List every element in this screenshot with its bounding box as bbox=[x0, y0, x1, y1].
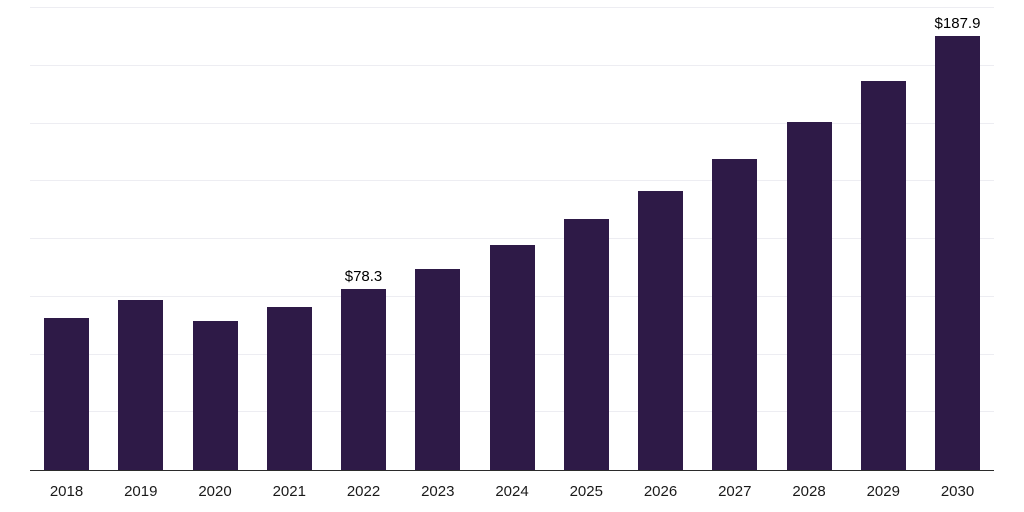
x-tick-2021: 2021 bbox=[272, 482, 306, 500]
gridline bbox=[30, 180, 994, 182]
x-tick-2030: 2030 bbox=[940, 482, 975, 500]
bar-2018 bbox=[44, 317, 89, 470]
bar-column-2027 bbox=[712, 8, 758, 470]
bar-2030 bbox=[935, 35, 980, 470]
bar-column-2018 bbox=[44, 8, 89, 470]
x-tick-2027: 2027 bbox=[718, 482, 752, 500]
x-tick-2025: 2025 bbox=[569, 482, 603, 500]
x-tick-2019: 2019 bbox=[124, 482, 158, 500]
bar-2022 bbox=[341, 289, 386, 470]
bar-2026 bbox=[638, 190, 683, 470]
bar-column-2021 bbox=[266, 8, 312, 470]
bar-2023 bbox=[415, 269, 461, 470]
x-tick-2022: 2022 bbox=[346, 482, 381, 500]
x-tick-2020: 2020 bbox=[198, 482, 232, 500]
bar-column-2024 bbox=[489, 8, 535, 470]
bar-column-2030: $187.9 bbox=[935, 8, 980, 470]
bar-2028 bbox=[786, 122, 832, 470]
bar-column-2025 bbox=[563, 8, 609, 470]
x-tick-2028: 2028 bbox=[792, 482, 826, 500]
x-axis: 2018 2019 2020 2021 2022 2023 2024 2025 2026 2027… bbox=[30, 471, 994, 511]
bar-2025 bbox=[563, 219, 609, 470]
bar-2020 bbox=[192, 321, 238, 470]
x-tick-2023: 2023 bbox=[421, 482, 455, 500]
gridline bbox=[30, 64, 994, 66]
bar-column-2022: $78.3 bbox=[341, 8, 386, 470]
bar-column-2019 bbox=[118, 8, 164, 470]
x-tick-2026: 2026 bbox=[643, 482, 678, 500]
gridline bbox=[30, 122, 994, 124]
x-tick-2024: 2024 bbox=[495, 482, 529, 500]
bar-2019 bbox=[118, 300, 164, 470]
x-tick-2029: 2029 bbox=[866, 482, 900, 500]
bar-column-2020 bbox=[192, 8, 238, 470]
bar-column-2028 bbox=[786, 8, 832, 470]
plot-area: $78.3 $187.9 bbox=[30, 7, 994, 471]
gridline bbox=[30, 7, 994, 8]
bar-column-2026 bbox=[638, 8, 683, 470]
bar-2024 bbox=[489, 244, 535, 470]
bar-2027 bbox=[712, 159, 758, 470]
gridline bbox=[30, 238, 994, 239]
data-label-2022: $78.3 bbox=[344, 268, 383, 286]
bar-2029 bbox=[860, 80, 906, 470]
bar-column-2029 bbox=[860, 8, 906, 470]
x-tick-2018: 2018 bbox=[49, 482, 84, 500]
data-label-2030: $187.9 bbox=[934, 14, 981, 32]
bar-2021 bbox=[266, 307, 312, 470]
bar-column-2023 bbox=[415, 8, 461, 470]
bars-container: $78.3 $187.9 bbox=[44, 8, 980, 470]
